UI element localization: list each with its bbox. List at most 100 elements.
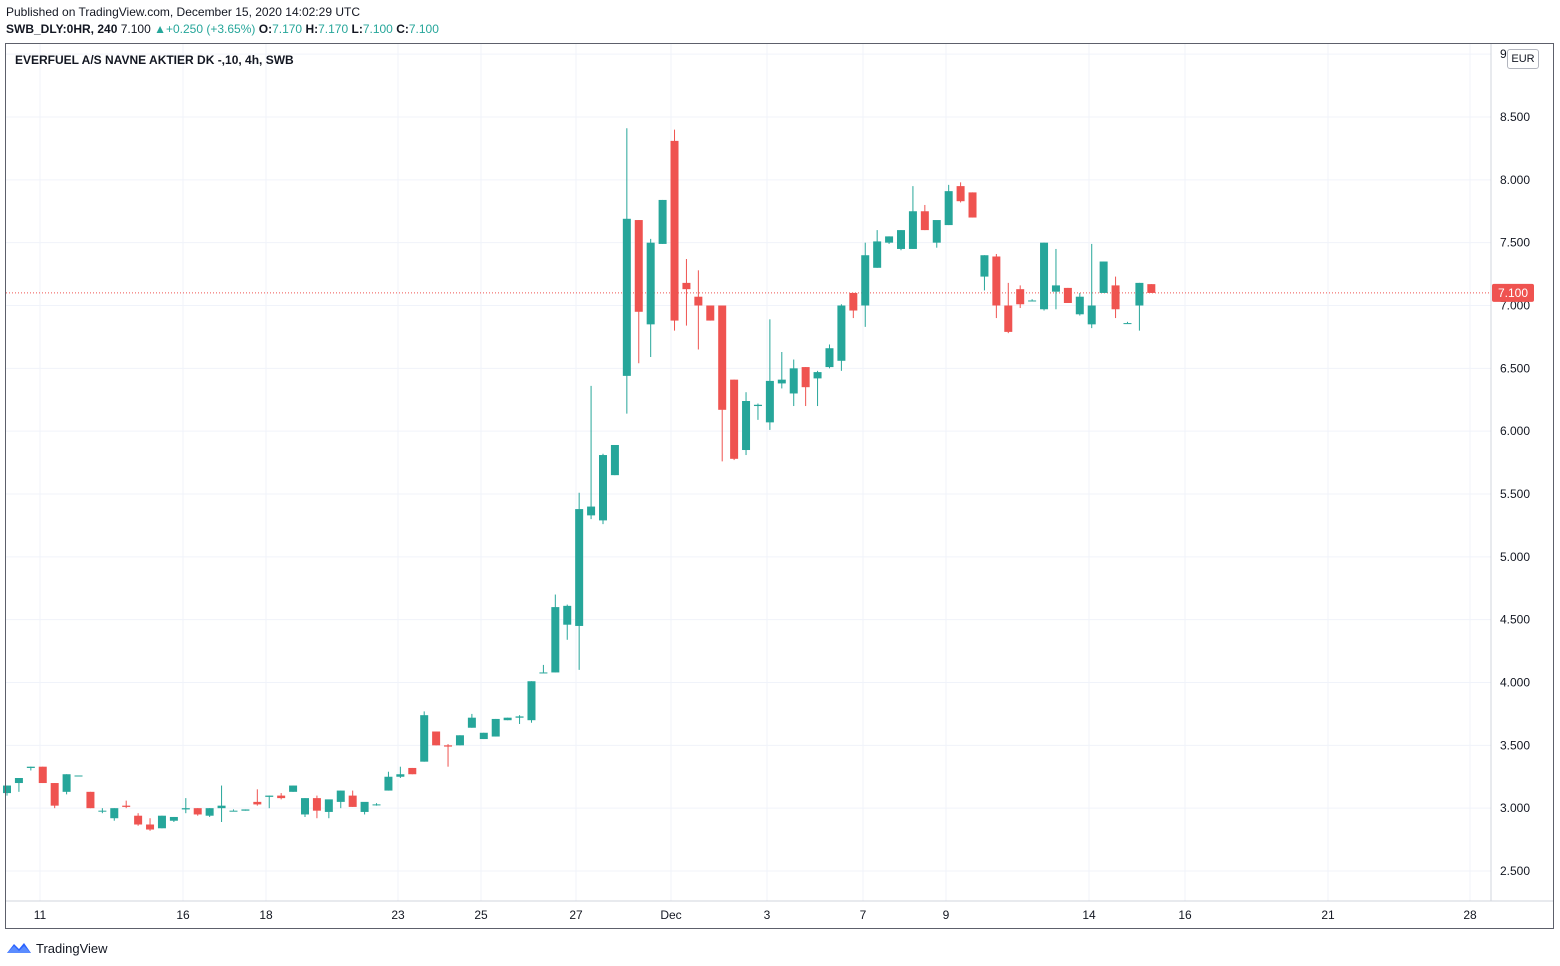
candle — [1123, 321, 1132, 325]
candle-body — [50, 783, 59, 806]
grid — [6, 44, 1491, 901]
candle — [873, 230, 882, 268]
x-tick-label: 23 — [391, 908, 405, 922]
candle — [301, 798, 309, 817]
candle-body — [1051, 285, 1060, 292]
candle-body — [980, 255, 989, 277]
candle-body — [706, 305, 715, 321]
candle — [670, 129, 679, 331]
change-up-icon: ▲ — [154, 22, 166, 36]
candle-body — [396, 774, 405, 777]
candle-body — [324, 799, 333, 812]
candle-body — [920, 211, 929, 231]
time-axis[interactable]: 11 16 18 23 25 27 Dec 3 7 9 14 16 21 28 — [6, 900, 1553, 922]
candle — [26, 766, 35, 771]
currency-button[interactable]: EUR — [1507, 49, 1539, 69]
candle — [193, 808, 202, 816]
footer-brand[interactable]: TradingView — [6, 939, 108, 957]
candle-body — [229, 810, 238, 812]
candle-body — [932, 220, 941, 243]
candle — [420, 711, 429, 762]
chart-legend-title: EVERFUEL A/S NAVNE AKTIER DK -,10, 4h, S… — [15, 53, 294, 67]
candle-body — [718, 305, 727, 410]
candle — [944, 184, 953, 226]
candle-body — [312, 798, 321, 811]
candlestick-chart[interactable]: 2.500 3.000 3.500 4.000 4.500 5.000 5.500 6.000… — [0, 0, 1560, 935]
candle — [622, 128, 631, 414]
candle-body — [241, 809, 250, 811]
candle — [992, 253, 1001, 319]
low-label: L: — [351, 22, 363, 36]
candle — [455, 735, 464, 746]
candle-body — [1075, 296, 1084, 315]
candle-body — [3, 785, 11, 794]
candle-body — [563, 605, 572, 625]
candle-body — [682, 282, 691, 290]
x-tick-label: 21 — [1321, 908, 1335, 922]
candle-body — [825, 348, 834, 368]
candle-body — [515, 716, 524, 718]
candle — [372, 803, 381, 806]
candle — [14, 778, 23, 792]
candle-body — [1135, 282, 1144, 306]
chart-frame — [5, 43, 1554, 929]
candle-body — [873, 241, 882, 268]
candle — [515, 715, 524, 724]
candle — [146, 818, 155, 831]
candle — [62, 774, 71, 795]
candle — [753, 403, 762, 420]
candle-body — [801, 367, 810, 388]
candles — [3, 128, 1156, 831]
x-tick-label: 16 — [1178, 908, 1192, 922]
candle — [253, 789, 262, 806]
candle-body — [742, 401, 751, 451]
y-tick-label: 7.500 — [1500, 236, 1530, 250]
candle-body — [444, 745, 453, 747]
candle — [384, 771, 393, 791]
candle — [1087, 243, 1096, 329]
last-price: 7.100 — [120, 22, 151, 36]
candle — [289, 785, 298, 792]
symbol-label: SWB_DLY:0HR, 240 — [6, 22, 118, 36]
candle — [575, 492, 584, 670]
candle — [3, 785, 11, 796]
candle — [694, 270, 703, 350]
candle-body — [634, 220, 643, 312]
candle-body — [360, 801, 369, 812]
candle — [229, 809, 238, 812]
candle-body — [610, 444, 619, 476]
candle-body — [670, 140, 679, 321]
low-value: 7.100 — [362, 22, 393, 36]
price-axis[interactable]: 2.500 3.000 3.500 4.000 4.500 5.000 5.500 6.000… — [1490, 44, 1534, 901]
candle — [634, 220, 643, 364]
x-tick-label: 3 — [764, 908, 771, 922]
candle-body — [813, 372, 822, 379]
x-tick-label: 28 — [1463, 908, 1477, 922]
candle-body — [348, 795, 357, 807]
candle — [1051, 248, 1060, 310]
candle — [467, 713, 476, 728]
candle — [825, 344, 834, 369]
candle-body — [479, 732, 488, 740]
candle-body — [277, 795, 286, 799]
candle-body — [146, 824, 155, 830]
y-tick-label: 9 — [1500, 47, 1507, 61]
open-value: 7.170 — [272, 22, 303, 36]
candle — [50, 783, 59, 809]
candle-body — [944, 191, 953, 226]
candle-body — [38, 766, 47, 784]
candle-body — [527, 681, 536, 721]
candle-body — [181, 808, 190, 810]
candle-body — [134, 815, 143, 825]
high-label: H: — [305, 22, 319, 36]
candle — [682, 259, 691, 326]
last-price-tag — [1492, 283, 1534, 302]
x-tick-label: 14 — [1082, 908, 1096, 922]
y-tick-label: 6.500 — [1500, 361, 1530, 375]
candle — [599, 453, 607, 525]
candle — [1147, 284, 1156, 293]
candle-body — [622, 218, 631, 376]
candle — [837, 304, 846, 371]
candle — [1028, 299, 1037, 302]
x-tick-label: 25 — [474, 908, 488, 922]
